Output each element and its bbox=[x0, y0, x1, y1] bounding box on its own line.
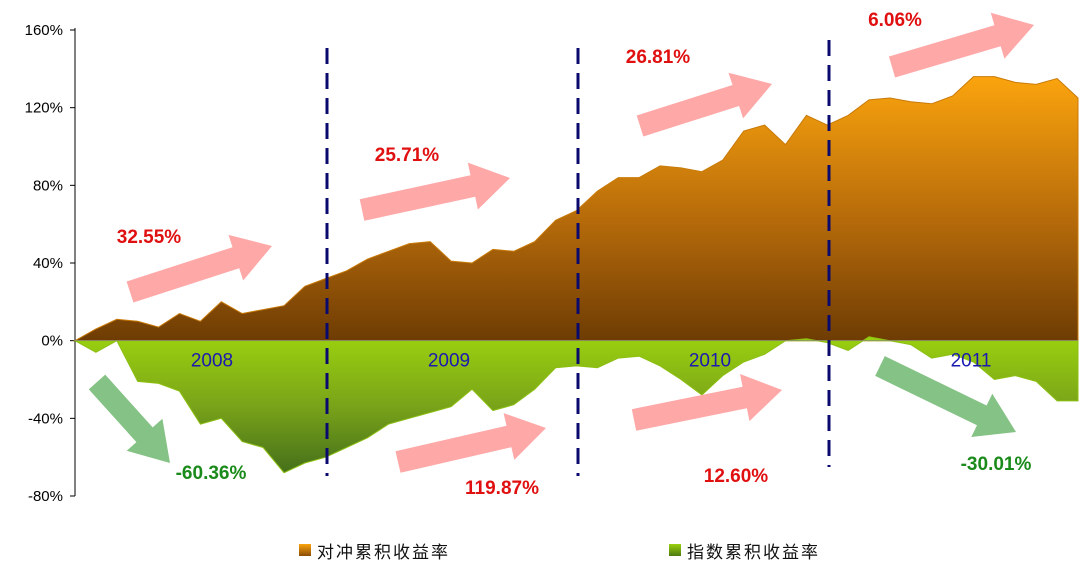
y-axis: 160% 120% 80% 40% 0% -40% -80% bbox=[25, 22, 76, 505]
index-return-label: -30.01% bbox=[961, 454, 1032, 475]
year-label-2009: 2009 bbox=[428, 351, 470, 372]
y-tick-label: -40% bbox=[28, 410, 63, 427]
hedge-return-label: 32.55% bbox=[117, 227, 182, 248]
trend-arrow-hedge-2010 bbox=[636, 72, 772, 137]
hedge-return-label: 26.81% bbox=[626, 47, 691, 68]
index-return-label: -60.36% bbox=[176, 463, 247, 484]
y-tick-label: 120% bbox=[25, 100, 63, 117]
legend-item-hedge: 对冲累积收益率 bbox=[299, 538, 450, 563]
chart-labels: 2008 2009 2010 2011 32.55% 25.71% 26.81% 6.06% -… bbox=[117, 10, 1032, 499]
year-label-2008: 2008 bbox=[191, 351, 233, 372]
trend-arrow-hedge-2009 bbox=[359, 162, 510, 221]
y-tick-label: 0% bbox=[41, 333, 63, 350]
index-return-label: 12.60% bbox=[704, 466, 769, 487]
legend-swatch-index bbox=[669, 544, 681, 556]
trend-arrow-hedge-2008 bbox=[126, 234, 272, 303]
trend-arrows bbox=[88, 12, 1034, 473]
legend-swatch-hedge bbox=[299, 544, 311, 556]
hedge-return-label: 6.06% bbox=[868, 10, 922, 31]
y-tick-label: 160% bbox=[25, 22, 63, 39]
hedge-area bbox=[73, 76, 1079, 342]
legend-label-hedge: 对冲累积收益率 bbox=[317, 542, 450, 563]
trend-arrow-hedge-2011 bbox=[888, 12, 1034, 78]
y-tick-label: 80% bbox=[33, 177, 63, 194]
year-label-2011: 2011 bbox=[951, 351, 992, 372]
index-return-label: 119.87% bbox=[465, 478, 539, 499]
y-tick-label: 40% bbox=[33, 255, 63, 272]
trend-arrow-index-2008 bbox=[88, 374, 170, 463]
trend-arrow-2009-lower bbox=[395, 413, 546, 473]
legend-label-index: 指数累积收益率 bbox=[687, 542, 820, 563]
y-tick-label: -80% bbox=[28, 488, 63, 505]
year-label-2010: 2010 bbox=[689, 351, 731, 372]
trend-arrow-index-2011 bbox=[875, 356, 1016, 437]
hedge-return-label: 25.71% bbox=[375, 145, 440, 166]
trend-arrow-2010-lower bbox=[631, 374, 782, 431]
year-dividers bbox=[325, 40, 831, 476]
legend-item-index: 指数累积收益率 bbox=[669, 538, 820, 563]
